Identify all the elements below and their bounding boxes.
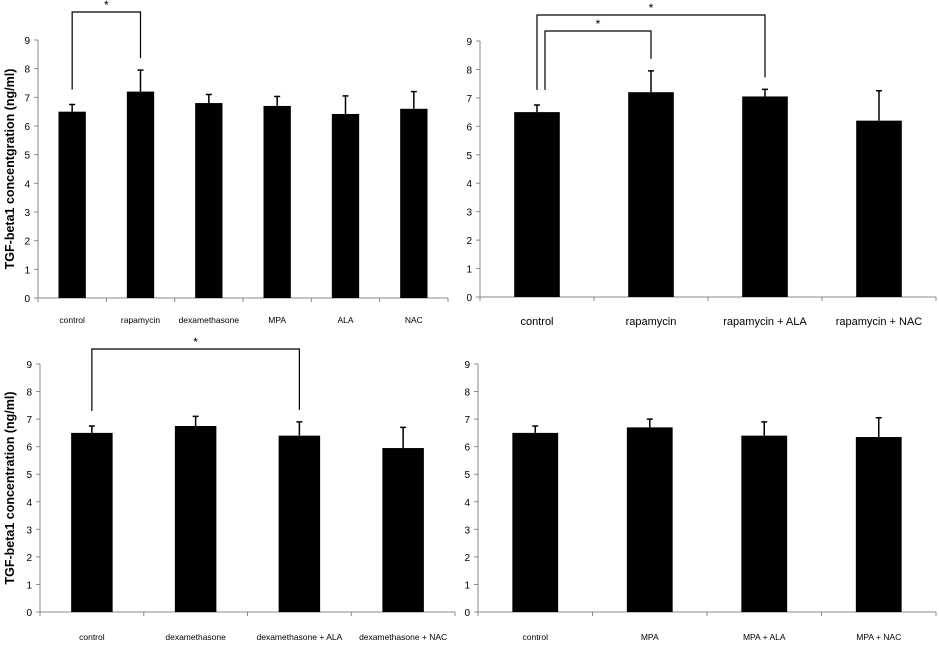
chart-panel-3: 0 1 2 3 4 5 6 7 8 9 TGF-beta1 concentration (ng/ml… bbox=[3, 335, 456, 642]
bar-rapamycin bbox=[126, 91, 155, 298]
y-tick-label: 9 bbox=[464, 360, 470, 371]
y-tick-label: 9 bbox=[24, 36, 30, 47]
bar-mpa bbox=[263, 105, 291, 298]
significance-star: * bbox=[193, 335, 198, 349]
bar-rapamycin-ala bbox=[742, 96, 788, 297]
y-tick-label: 6 bbox=[466, 122, 472, 133]
x-category-label: rapamycin + ALA bbox=[723, 316, 807, 328]
y-tick-label: 1 bbox=[466, 265, 472, 276]
bar-ala bbox=[331, 113, 360, 299]
x-category-label: control bbox=[520, 316, 553, 328]
bar-mpa-nac bbox=[855, 437, 902, 612]
bar-control bbox=[512, 432, 559, 612]
y-tick-label: 7 bbox=[24, 93, 30, 104]
y-tick-label: 2 bbox=[466, 236, 472, 247]
bar-dexamethasone bbox=[195, 103, 223, 298]
x-category-label: dexamethasone bbox=[179, 315, 240, 325]
y-axis-label: TGF-beta1 concentgration (ng/ml) bbox=[3, 69, 17, 270]
significance-bracket bbox=[544, 30, 652, 90]
y-tick-label: 5 bbox=[466, 151, 472, 162]
x-category-label: rapamycin bbox=[626, 316, 677, 328]
y-tick-label: 7 bbox=[26, 415, 32, 426]
x-category-label: MPA + NAC bbox=[856, 632, 901, 642]
bar-control bbox=[514, 112, 560, 297]
y-tick-label: 3 bbox=[466, 208, 472, 219]
bar-nac bbox=[400, 108, 428, 298]
y-tick-label: 0 bbox=[24, 294, 30, 305]
x-category-label: dexamethasone bbox=[165, 632, 226, 642]
bar-control bbox=[71, 432, 113, 612]
y-tick-label: 7 bbox=[464, 415, 470, 426]
significance-bracket bbox=[71, 11, 142, 90]
x-category-label: NAC bbox=[405, 315, 423, 325]
x-category-label: dexamethasone + NAC bbox=[359, 632, 447, 642]
bar-mpa bbox=[626, 427, 673, 612]
y-tick-label: 3 bbox=[464, 525, 470, 536]
y-tick-label: 2 bbox=[464, 553, 470, 564]
significance-bracket bbox=[91, 348, 300, 411]
y-tick-label: 9 bbox=[26, 360, 32, 371]
x-category-label: rapamycin bbox=[121, 315, 160, 325]
y-tick-label: 4 bbox=[466, 179, 472, 190]
x-category-label: dexamethasone + ALA bbox=[256, 632, 342, 642]
bar-rapamycin bbox=[628, 92, 674, 297]
chart-panel-4: 0 1 2 3 4 5 6 7 8 9 control MPA MPA + ALA MPA + NAC bbox=[464, 360, 937, 642]
bar-control bbox=[58, 111, 86, 299]
y-tick-label: 6 bbox=[26, 443, 32, 454]
y-tick-label: 5 bbox=[464, 470, 470, 481]
significance-star: * bbox=[596, 17, 601, 31]
y-tick-label: 7 bbox=[466, 94, 472, 105]
y-tick-label: 9 bbox=[466, 37, 472, 48]
y-tick-label: 0 bbox=[464, 608, 470, 619]
x-category-label: ALA bbox=[337, 315, 353, 325]
y-tick-label: 0 bbox=[466, 293, 472, 304]
bar-dexamethasone-nac bbox=[382, 448, 424, 612]
chart-panel-2: 0 1 2 3 4 5 6 7 8 9 control rapamycin rapamycin + AL… bbox=[466, 1, 937, 328]
y-tick-label: 5 bbox=[24, 151, 30, 162]
y-tick-label: 4 bbox=[464, 498, 470, 509]
y-tick-label: 2 bbox=[26, 553, 32, 564]
significance-star: * bbox=[649, 1, 654, 15]
y-axis-label: TGF-beta1 concentration (ng/ml) bbox=[3, 391, 17, 584]
y-tick-label: 8 bbox=[26, 388, 32, 399]
y-tick-label: 6 bbox=[464, 443, 470, 454]
y-tick-label: 8 bbox=[24, 65, 30, 76]
x-category-label: MPA bbox=[641, 632, 659, 642]
x-category-label: control bbox=[79, 632, 105, 642]
y-tick-label: 5 bbox=[26, 470, 32, 481]
significance-bracket bbox=[536, 14, 766, 90]
bar-dexamethasone-ala bbox=[278, 435, 321, 612]
y-tick-label: 3 bbox=[24, 208, 30, 219]
significance-star: * bbox=[104, 0, 109, 12]
y-tick-label: 2 bbox=[24, 237, 30, 248]
chart-panel-1: 0 1 2 3 4 5 6 7 8 9 TGF-beta1 concentgration (ng/m… bbox=[3, 0, 449, 325]
y-tick-label: 8 bbox=[466, 65, 472, 76]
y-tick-label: 3 bbox=[26, 525, 32, 536]
y-tick-label: 1 bbox=[464, 580, 470, 591]
x-category-label: MPA + ALA bbox=[743, 632, 786, 642]
y-tick-label: 1 bbox=[26, 580, 32, 591]
y-tick-label: 1 bbox=[24, 265, 30, 276]
y-tick-label: 4 bbox=[26, 498, 32, 509]
x-category-label: control bbox=[522, 632, 548, 642]
x-category-label: rapamycin + NAC bbox=[836, 316, 923, 328]
bar-dexamethasone bbox=[174, 426, 217, 612]
x-category-label: control bbox=[59, 315, 85, 325]
y-tick-label: 4 bbox=[24, 179, 30, 190]
y-tick-label: 0 bbox=[26, 608, 32, 619]
bar-mpa-ala bbox=[741, 435, 788, 612]
y-tick-label: 6 bbox=[24, 122, 30, 133]
x-category-label: MPA bbox=[268, 315, 286, 325]
bar-rapamycin-nac bbox=[856, 120, 902, 298]
y-tick-label: 8 bbox=[464, 388, 470, 399]
